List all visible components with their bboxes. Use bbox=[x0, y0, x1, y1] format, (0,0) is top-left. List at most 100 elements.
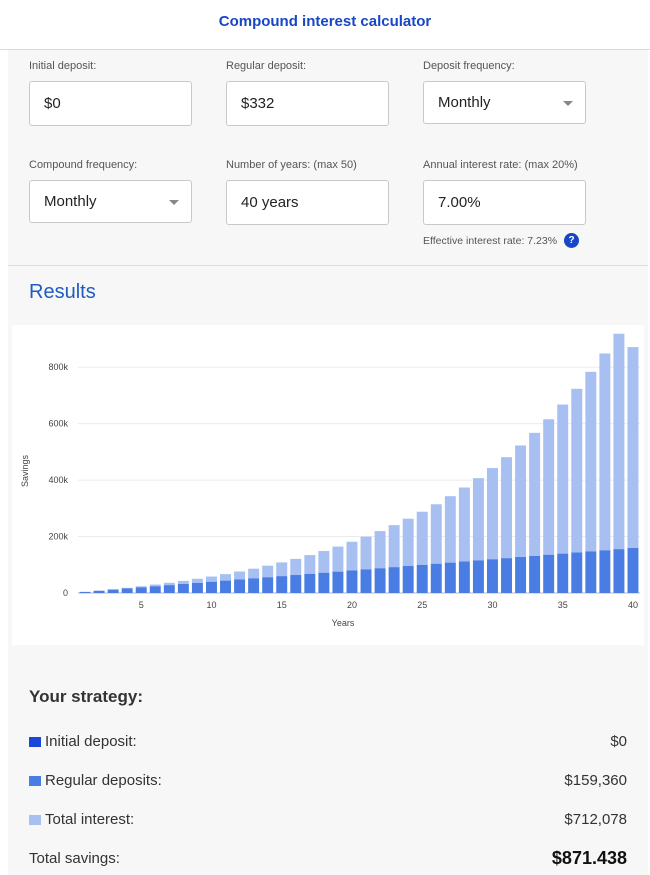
strategy-label: Regular deposits: bbox=[45, 772, 162, 789]
y-tick-label: 600k bbox=[48, 419, 68, 429]
x-tick-label: 30 bbox=[487, 600, 497, 610]
interest-rate-input[interactable]: 7.00% bbox=[423, 180, 586, 225]
bar-deposits bbox=[121, 588, 133, 593]
strategy-row-interest: Total interest: $712,078 bbox=[29, 811, 627, 828]
bar-deposits bbox=[388, 567, 400, 593]
bar-interest bbox=[599, 353, 611, 551]
compound-frequency-select[interactable]: Monthly bbox=[29, 180, 192, 223]
total-savings-value: $871.438 bbox=[551, 848, 627, 868]
bar-interest bbox=[430, 504, 442, 564]
results-section: Results 0 200k 400k 600k 800k 5 10 15 20 25 30 35 40… bbox=[8, 266, 648, 875]
strategy-row-total: Total savings: $871.438 bbox=[29, 848, 627, 869]
strategy-title: Your strategy: bbox=[29, 687, 143, 706]
bar-deposits bbox=[627, 548, 639, 593]
initial-deposit-swatch bbox=[29, 736, 41, 747]
bar-interest bbox=[332, 546, 344, 572]
effective-rate-text: Effective interest rate: 7.23% bbox=[423, 234, 558, 247]
bar-interest bbox=[290, 558, 302, 576]
bar-interest bbox=[388, 525, 400, 568]
strategy-value: $159,360 bbox=[564, 772, 627, 789]
bar-interest bbox=[501, 457, 513, 559]
bar-deposits bbox=[585, 551, 597, 593]
bar-deposits bbox=[416, 564, 428, 593]
bar-deposits bbox=[613, 549, 625, 593]
bar-interest bbox=[360, 536, 372, 570]
regular-deposit-input[interactable]: $332 bbox=[226, 81, 389, 126]
bar-interest bbox=[318, 550, 330, 573]
y-axis-label: Savings bbox=[20, 454, 30, 487]
bar-interest bbox=[585, 371, 597, 552]
bar-deposits bbox=[430, 563, 442, 593]
bar-deposits bbox=[599, 550, 611, 593]
strategy-value: $0 bbox=[610, 733, 627, 750]
bar-deposits bbox=[191, 582, 203, 593]
x-tick-label: 20 bbox=[347, 600, 357, 610]
bar-deposits bbox=[163, 585, 175, 593]
x-tick-label: 10 bbox=[206, 600, 216, 610]
calculator-form: Initial deposit: $0 Regular deposit: $33… bbox=[8, 50, 648, 266]
bar-interest bbox=[248, 568, 260, 579]
compound-frequency-value: Monthly bbox=[44, 193, 97, 210]
bar-deposits bbox=[220, 580, 232, 593]
bar-interest bbox=[613, 333, 625, 550]
bar-deposits bbox=[444, 562, 456, 593]
initial-deposit-label: Initial deposit: bbox=[29, 60, 97, 72]
regular-deposits-swatch bbox=[29, 775, 41, 786]
years-input[interactable]: 40 years bbox=[226, 180, 389, 225]
bar-deposits bbox=[543, 554, 555, 593]
years-label: Number of years: (max 50) bbox=[226, 159, 357, 171]
bar-interest bbox=[529, 432, 541, 556]
x-tick-label: 35 bbox=[558, 600, 568, 610]
bar-deposits bbox=[79, 591, 91, 593]
bar-deposits bbox=[177, 584, 189, 593]
bar-interest bbox=[543, 419, 555, 555]
bar-deposits bbox=[93, 590, 105, 593]
bar-interest bbox=[163, 582, 175, 586]
bar-deposits bbox=[248, 578, 260, 593]
bar-interest bbox=[205, 576, 217, 582]
deposit-frequency-value: Monthly bbox=[438, 94, 491, 111]
regular-deposit-label: Regular deposit: bbox=[226, 60, 307, 72]
bar-interest bbox=[486, 468, 498, 560]
x-tick-label: 25 bbox=[417, 600, 427, 610]
bar-interest bbox=[121, 587, 133, 589]
initial-deposit-input[interactable]: $0 bbox=[29, 81, 192, 126]
bar-interest bbox=[177, 580, 189, 585]
bar-interest bbox=[191, 578, 203, 583]
page-title: Compound interest calculator bbox=[218, 13, 432, 30]
y-tick-label: 200k bbox=[48, 532, 68, 542]
app-header: Compound interest calculator bbox=[0, 0, 650, 50]
strategy-row-regular: Regular deposits: $159,360 bbox=[29, 772, 627, 789]
help-icon[interactable]: ? bbox=[564, 233, 580, 248]
chevron-down-icon bbox=[563, 100, 573, 106]
interest-rate-label: Annual interest rate: (max 20%) bbox=[423, 159, 578, 171]
bar-deposits bbox=[360, 569, 372, 593]
bar-deposits bbox=[515, 557, 527, 593]
total-savings-label: Total savings: bbox=[29, 850, 120, 867]
bar-deposits bbox=[402, 566, 414, 593]
bar-deposits bbox=[501, 558, 513, 593]
bar-interest bbox=[472, 478, 484, 561]
bar-interest bbox=[374, 531, 386, 569]
bar-deposits bbox=[472, 560, 484, 593]
bar-interest bbox=[571, 388, 583, 553]
bar-interest bbox=[220, 574, 232, 581]
bar-interest bbox=[276, 562, 288, 577]
bar-interest bbox=[444, 496, 456, 563]
bar-deposits bbox=[458, 561, 470, 593]
deposit-frequency-select[interactable]: Monthly bbox=[423, 81, 586, 124]
chevron-down-icon bbox=[169, 199, 179, 205]
bar-interest bbox=[557, 404, 569, 554]
bar-deposits bbox=[332, 571, 344, 593]
bar-deposits bbox=[290, 575, 302, 593]
bar-interest bbox=[234, 571, 246, 580]
bar-deposits bbox=[486, 559, 498, 593]
strategy-row-initial: Initial deposit: $0 bbox=[29, 733, 627, 750]
bar-deposits bbox=[234, 579, 246, 593]
bar-interest bbox=[262, 565, 274, 578]
x-tick-label: 5 bbox=[139, 600, 144, 610]
deposit-frequency-label: Deposit frequency: bbox=[423, 60, 515, 72]
bar-deposits bbox=[304, 573, 316, 593]
bar-deposits bbox=[557, 553, 569, 593]
bar-interest bbox=[515, 445, 527, 558]
